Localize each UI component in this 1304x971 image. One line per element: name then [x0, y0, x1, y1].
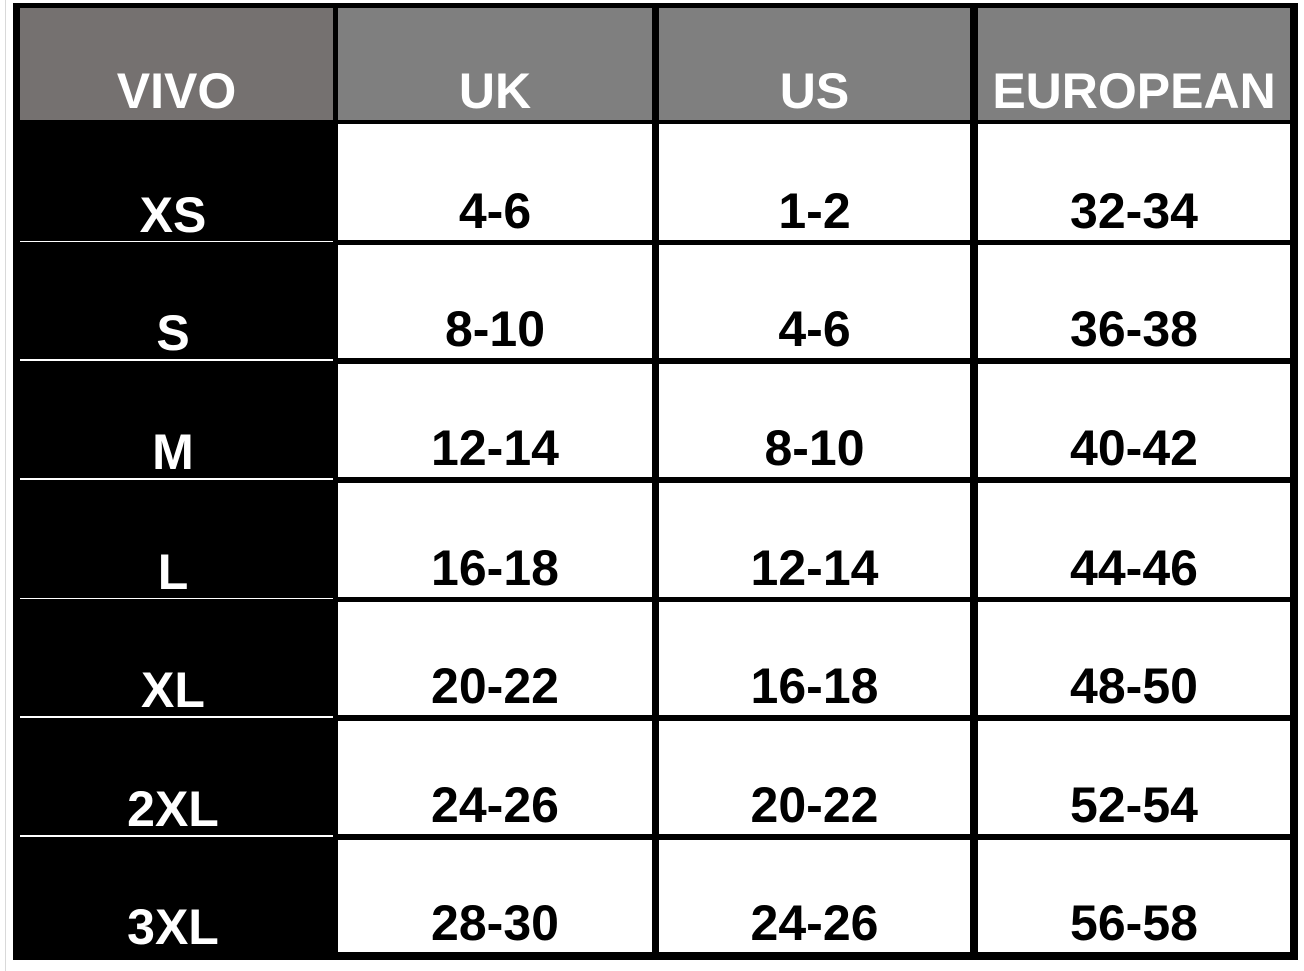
table-cell-us-text: 8-10	[764, 420, 865, 476]
table-cell-uk: 20-22	[338, 602, 652, 715]
table-cell-uk-text: 24-26	[431, 777, 559, 833]
size-label: XL	[13, 599, 333, 719]
header-us: US	[659, 8, 970, 120]
size-label: 3XL	[13, 837, 333, 956]
table-cell-uk: 8-10	[338, 245, 652, 358]
table-cell-european-text: 36-38	[1070, 301, 1198, 357]
header-european: EUROPEAN	[978, 8, 1290, 120]
table-cell-uk-text: 28-30	[431, 895, 559, 951]
table-cell-european: 40-42	[978, 364, 1290, 477]
header-us-text: US	[779, 63, 850, 119]
table-cell-uk-text: 20-22	[431, 658, 559, 714]
size-label-text: M	[152, 424, 194, 480]
size-label-text: XS	[139, 187, 207, 243]
table-cell-us: 1-2	[659, 124, 970, 240]
size-label-text: XL	[141, 662, 205, 718]
table-cell-us-text: 4-6	[778, 301, 851, 357]
table-cell-european: 48-50	[978, 602, 1290, 715]
size-label-text: 3XL	[127, 899, 219, 955]
table-cell-uk: 4-6	[338, 124, 652, 240]
table-cell-european: 44-46	[978, 483, 1290, 597]
table-cell-european-text: 52-54	[1070, 777, 1198, 833]
table-cell-us-text: 24-26	[750, 895, 879, 951]
size-label: M	[13, 361, 333, 481]
sheet-gridline	[5, 0, 6, 971]
size-label: L	[13, 480, 333, 601]
table-cell-us: 24-26	[659, 840, 970, 952]
header-vivo: VIVO	[20, 8, 333, 120]
table-cell-us-text: 1-2	[778, 183, 851, 239]
table-cell-european: 56-58	[978, 840, 1290, 952]
table-cell-european-text: 32-34	[1070, 183, 1198, 239]
table-cell-uk: 28-30	[338, 840, 652, 952]
size-label: 2XL	[13, 718, 333, 838]
table-cell-uk-text: 12-14	[431, 420, 559, 476]
table-cell-uk-text: 4-6	[458, 183, 532, 239]
table-cell-us: 20-22	[659, 721, 970, 834]
table-cell-us: 16-18	[659, 602, 970, 715]
table-cell-us: 8-10	[659, 364, 970, 477]
table-cell-european: 52-54	[978, 721, 1290, 834]
size-label-text: 2XL	[127, 781, 219, 837]
size-label: S	[13, 242, 333, 362]
table-cell-european-text: 44-46	[1070, 540, 1198, 596]
table-cell-us: 4-6	[659, 245, 970, 358]
table-cell-uk-text: 8-10	[444, 301, 546, 357]
table-cell-uk: 12-14	[338, 364, 652, 477]
table-cell-european: 36-38	[978, 245, 1290, 358]
table-cell-european: 32-34	[978, 124, 1290, 240]
table-cell-us-text: 20-22	[750, 777, 879, 833]
table-cell-us: 12-14	[659, 483, 970, 597]
header-uk: UK	[338, 8, 652, 120]
table-cell-uk-text: 16-18	[431, 540, 559, 596]
table-cell-uk: 24-26	[338, 721, 652, 834]
table-cell-european-text: 40-42	[1070, 420, 1198, 476]
size-label-text: L	[157, 544, 189, 600]
size-label: XS	[13, 121, 333, 244]
table-cell-european-text: 48-50	[1070, 658, 1198, 714]
table-cell-uk: 16-18	[338, 483, 652, 597]
header-vivo-text: VIVO	[116, 63, 237, 119]
size-chart-table: VIVO UK US EUROPEAN XS 4-6 1-2 32-34 S 8-10 4-6 36-…	[13, 3, 1298, 960]
table-cell-us-text: 16-18	[750, 658, 879, 714]
table-cell-us-text: 12-14	[750, 540, 879, 596]
header-uk-text: UK	[458, 63, 532, 119]
table-cell-european-text: 56-58	[1070, 895, 1198, 951]
size-label-text: S	[156, 305, 190, 361]
header-european-text: EUROPEAN	[992, 63, 1276, 119]
